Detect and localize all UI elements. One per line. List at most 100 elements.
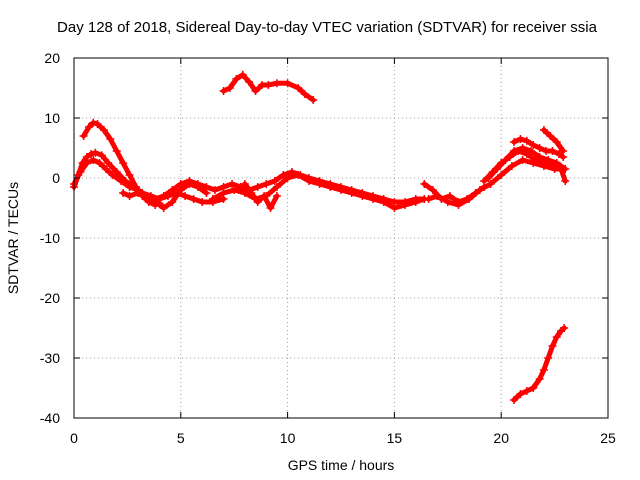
data-point	[198, 198, 207, 206]
data-point	[518, 144, 527, 152]
data-point	[91, 148, 100, 157]
series-line	[242, 181, 280, 211]
data-point	[548, 342, 557, 350]
data-point	[104, 159, 113, 167]
data-point	[84, 123, 93, 131]
data-point	[176, 180, 185, 188]
data-point	[390, 204, 399, 212]
series-arc-mid-wiggle	[240, 180, 281, 212]
data-point	[283, 79, 292, 88]
data-point	[369, 195, 378, 203]
data-point	[484, 174, 493, 182]
data-point	[535, 153, 544, 161]
series-line	[120, 169, 427, 205]
data-point	[232, 75, 241, 83]
series-arc-deep-negative	[510, 324, 569, 404]
series-line	[541, 127, 566, 154]
data-point	[264, 81, 273, 89]
data-point	[516, 135, 525, 143]
data-point	[304, 177, 313, 185]
data-point	[210, 186, 219, 194]
data-point	[560, 324, 569, 332]
data-point	[358, 192, 367, 200]
data-point	[240, 180, 249, 188]
data-point	[253, 183, 262, 191]
y-tick-label: 10	[44, 110, 60, 126]
data-point	[501, 156, 510, 164]
data-point	[522, 136, 531, 145]
y-tick-label: 20	[44, 50, 60, 66]
data-point	[497, 171, 506, 179]
data-point	[185, 177, 194, 185]
data-point	[326, 183, 335, 191]
data-point	[529, 384, 538, 392]
y-tick-label: -10	[40, 230, 60, 246]
data-point	[492, 165, 501, 173]
data-point	[552, 333, 561, 341]
data-point	[552, 159, 561, 167]
data-point	[270, 177, 279, 185]
data-point	[294, 171, 303, 179]
data-point	[181, 192, 190, 200]
data-point	[76, 168, 85, 176]
data-point	[89, 156, 98, 164]
data-point	[539, 126, 548, 134]
series-arc-late-up2	[484, 144, 570, 182]
data-point	[247, 189, 256, 197]
data-point	[309, 96, 318, 104]
data-point	[433, 192, 442, 200]
data-point	[79, 132, 88, 140]
data-point	[548, 147, 557, 155]
data-point	[544, 354, 553, 362]
data-point	[424, 195, 433, 203]
data-point	[411, 198, 420, 206]
data-point	[420, 180, 429, 188]
data-point	[546, 132, 555, 140]
data-point	[294, 84, 303, 92]
data-point	[507, 162, 516, 170]
x-tick-label: 20	[493, 430, 509, 446]
data-point	[260, 192, 269, 200]
x-tick-label: 0	[70, 430, 78, 446]
series-layer	[70, 70, 570, 404]
data-point	[108, 171, 117, 179]
data-point	[522, 387, 531, 395]
data-point	[486, 180, 495, 188]
data-point	[535, 375, 544, 383]
data-point	[89, 118, 98, 127]
data-point	[516, 390, 525, 398]
data-point	[208, 195, 217, 203]
data-point	[272, 79, 281, 88]
data-point	[125, 192, 134, 200]
data-point	[159, 192, 168, 200]
data-point	[112, 168, 121, 176]
y-tick-label: -40	[40, 410, 60, 426]
chart-title: Day 128 of 2018, Sidereal Day-to-day VTE…	[57, 19, 598, 36]
series-arc-early-high	[79, 118, 164, 209]
series-arc-late-short	[539, 126, 568, 155]
data-point	[554, 150, 563, 158]
data-point	[99, 126, 108, 134]
x-tick-label: 15	[387, 430, 403, 446]
data-point	[465, 195, 474, 203]
data-point	[272, 192, 281, 200]
data-point	[151, 195, 160, 203]
data-point	[245, 78, 254, 86]
x-axis-label: GPS time / hours	[288, 457, 395, 473]
data-point	[337, 186, 345, 194]
y-tick-label: -30	[40, 350, 60, 366]
x-tick-label: 10	[280, 430, 296, 446]
data-point	[531, 156, 540, 164]
series-arc-mid-lower	[208, 171, 429, 212]
grid	[74, 58, 608, 418]
data-point	[535, 144, 544, 152]
y-axis-label: SDTVAR / TECUs	[5, 182, 21, 294]
data-point	[561, 177, 570, 185]
data-point	[119, 159, 128, 167]
data-point	[401, 201, 410, 209]
data-point	[142, 192, 151, 200]
data-point	[266, 204, 275, 212]
data-point	[106, 135, 115, 143]
data-point	[219, 87, 228, 95]
